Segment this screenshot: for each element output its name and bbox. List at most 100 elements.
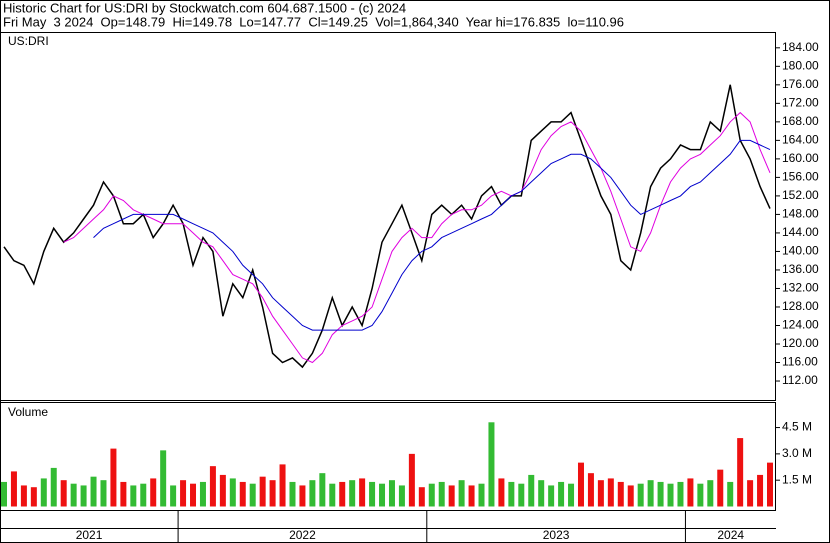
volume-bar [30, 487, 37, 507]
header-quote: Fri May 3 2024 Op=148.79 Hi=149.78 Lo=14… [3, 14, 624, 29]
volume-bar [478, 483, 485, 507]
volume-bar [508, 481, 515, 507]
moving-average [63, 111, 771, 364]
volume-bar [488, 422, 495, 507]
volume-bar [737, 438, 744, 507]
y-tick-label: 160.00 [782, 151, 819, 165]
y-tick-label: 124.00 [782, 318, 819, 332]
volume-bar [229, 478, 236, 507]
volume-bar [10, 471, 17, 507]
volume-bar [657, 481, 664, 507]
volume-bar [528, 474, 535, 507]
volume-bar [757, 474, 764, 507]
volume-bar [20, 485, 27, 507]
y-tick-label: 3.0 M [782, 446, 812, 460]
volume-bar [458, 480, 465, 507]
volume-bar [309, 480, 316, 507]
volume-bar [707, 480, 714, 507]
volume-bar [747, 480, 754, 507]
y-tick-label: 140.00 [782, 244, 819, 258]
volume-bar [70, 483, 77, 507]
volume-bar [329, 483, 336, 507]
volume-bar [677, 481, 684, 507]
volume-bar [359, 478, 366, 507]
y-tick-label: 156.00 [782, 170, 819, 184]
volume-bar [349, 480, 356, 507]
y-tick-label: 152.00 [782, 188, 819, 202]
volume-bar [577, 462, 584, 507]
volume-bar [190, 483, 197, 507]
y-tick-label: 148.00 [782, 207, 819, 221]
volume-bar [150, 478, 157, 507]
y-tick-label: 144.00 [782, 225, 819, 239]
volume-bar [687, 478, 694, 507]
volume-panel [0, 402, 776, 511]
volume-bar [379, 483, 386, 507]
volume-bar [568, 483, 575, 507]
volume-bar [339, 481, 346, 507]
volume-bar [767, 462, 773, 507]
volume-bar [60, 480, 67, 507]
volume-label: Volume [8, 405, 48, 419]
volume-bar [558, 481, 565, 507]
volume-bar [120, 481, 127, 507]
volume-bar [50, 467, 57, 507]
volume-bar [239, 481, 246, 507]
y-tick-label: 132.00 [782, 281, 819, 295]
x-tick-label: 2022 [289, 528, 316, 542]
y-tick-label: 4.5 M [782, 420, 812, 434]
volume-bar [607, 478, 614, 507]
volume-bar [697, 483, 704, 507]
volume-bar [130, 485, 137, 507]
volume-bar [219, 474, 226, 507]
y-tick-label: 168.00 [782, 114, 819, 128]
volume-bar [1, 481, 7, 507]
volume-bar [249, 483, 256, 507]
volume-bar [538, 480, 545, 507]
volume-bar [448, 485, 455, 507]
y-tick-label: 172.00 [782, 96, 819, 110]
volume-bar [80, 485, 87, 507]
volume-bar [100, 480, 107, 507]
volume-bar [518, 483, 525, 507]
volume-bar [627, 485, 634, 507]
volume-bar [90, 476, 97, 507]
volume-bar [279, 464, 286, 507]
volume-bar [369, 481, 376, 507]
y-tick-label: 184.00 [782, 40, 819, 54]
y-tick-label: 1.5 M [782, 472, 812, 486]
volume-bar [468, 485, 475, 507]
volume-bar [299, 485, 306, 507]
volume-bar [617, 481, 624, 507]
moving-average [93, 139, 771, 331]
volume-bar [269, 480, 276, 507]
volume-bar [160, 450, 167, 507]
volume-bar [647, 480, 654, 507]
volume-bar [418, 487, 425, 507]
price-panel [0, 32, 776, 401]
volume-bar [727, 481, 734, 507]
price-line [3, 84, 771, 369]
y-tick-label: 112.00 [782, 373, 818, 387]
volume-bar [667, 483, 674, 507]
volume-bar [637, 483, 644, 507]
volume-bar [199, 481, 206, 507]
volume-bar [40, 478, 47, 507]
y-tick-label: 164.00 [782, 133, 819, 147]
y-tick-label: 120.00 [782, 336, 819, 350]
volume-bar [259, 476, 266, 507]
header-title: Historic Chart for US:DRI by Stockwatch.… [3, 0, 406, 15]
volume-bar [110, 448, 117, 507]
y-tick-label: 180.00 [782, 58, 819, 72]
volume-bar [438, 481, 445, 507]
symbol-label: US:DRI [8, 34, 49, 48]
y-tick-label: 176.00 [782, 77, 819, 91]
y-tick-label: 136.00 [782, 262, 819, 276]
x-tick-label: 2021 [76, 528, 103, 542]
volume-bar [388, 480, 395, 507]
volume-bar [428, 483, 435, 507]
volume-bar [209, 466, 216, 507]
volume-bar [170, 485, 177, 507]
